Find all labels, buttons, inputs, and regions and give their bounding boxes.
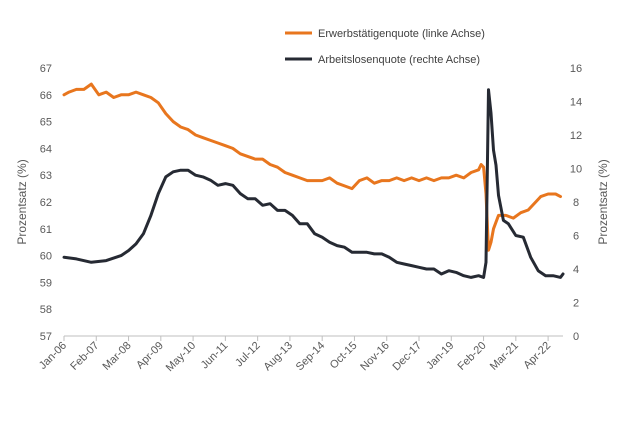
x-tick-label: Mar-08 — [101, 340, 134, 373]
series-line-employment-rate — [62, 82, 562, 252]
left-axis-title: Prozentsatz (%) — [15, 159, 29, 244]
legend: Erwerbstätigenquote (linke Achse) Arbeit… — [285, 28, 485, 66]
right-tick-label: 6 — [573, 231, 579, 243]
right-tick-label: 0 — [573, 331, 579, 343]
series-lines — [62, 82, 565, 279]
left-axis-ticks: 57 58 59 60 61 62 63 64 65 66 67 — [40, 63, 52, 343]
left-tick-label: 63 — [40, 170, 52, 182]
x-tick-label: Apr-09 — [134, 340, 166, 372]
x-tick-label: Feb-07 — [68, 340, 101, 373]
left-tick-label: 58 — [40, 304, 52, 316]
x-tick-label: May-10 — [164, 340, 198, 374]
left-tick-label: 61 — [40, 224, 52, 236]
left-tick-label: 64 — [40, 143, 52, 155]
right-tick-label: 12 — [570, 130, 582, 142]
right-tick-label: 8 — [573, 197, 579, 209]
x-tick-label: Aug-13 — [261, 340, 295, 374]
x-tick-label: Jul-12 — [233, 340, 263, 370]
x-tick-label: Sep-14 — [294, 340, 328, 374]
series-line-unemployment-rate — [62, 88, 565, 279]
left-tick-label: 67 — [40, 63, 52, 75]
x-tick-label: Feb-20 — [456, 340, 489, 373]
legend-label-employment: Erwerbstätigenquote (linke Achse) — [318, 28, 485, 40]
x-tick-label: Mar-21 — [488, 340, 521, 373]
right-tick-label: 16 — [570, 63, 582, 75]
left-tick-label: 60 — [40, 251, 52, 263]
x-tick-label: Dec-17 — [391, 340, 425, 374]
left-tick-label: 66 — [40, 90, 52, 102]
legend-label-unemployment: Arbeitslosenquote (rechte Achse) — [318, 54, 480, 66]
right-tick-label: 4 — [573, 264, 579, 276]
x-tick-label: Nov-16 — [358, 340, 392, 374]
right-tick-label: 2 — [573, 298, 579, 310]
left-tick-label: 59 — [40, 277, 52, 289]
x-tick-label: Apr-22 — [521, 340, 553, 372]
left-tick-label: 65 — [40, 117, 52, 129]
x-tick-label: Oct-15 — [328, 340, 360, 372]
right-axis-title: Prozentsatz (%) — [596, 159, 610, 244]
left-tick-label: 57 — [40, 331, 52, 343]
left-tick-label: 62 — [40, 197, 52, 209]
x-tick-label: Jan-06 — [37, 340, 69, 372]
x-tick-label: Jan-19 — [424, 340, 456, 372]
right-tick-label: 10 — [570, 164, 582, 176]
right-axis-ticks: 0 2 4 6 8 10 12 14 16 — [570, 63, 582, 343]
x-tick-label: Jun-11 — [199, 340, 231, 372]
right-tick-label: 14 — [570, 97, 582, 109]
